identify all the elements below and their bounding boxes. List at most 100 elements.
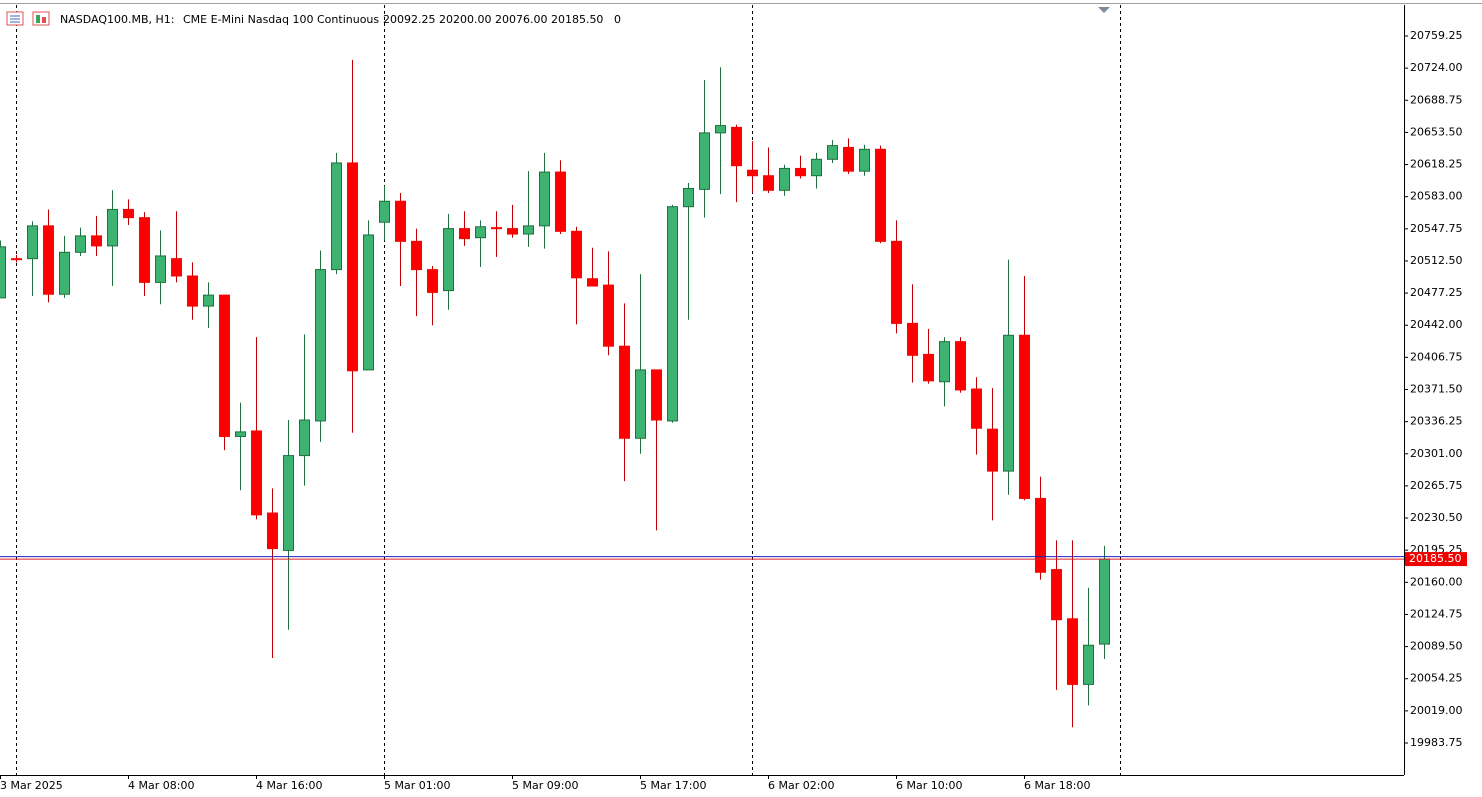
candle-body [203, 294, 214, 307]
candle-body [75, 235, 86, 253]
candle-body [187, 275, 198, 307]
candle-body [907, 322, 918, 356]
y-tick-label: 20512.50 [1410, 254, 1463, 267]
y-tick-label: 20371.50 [1410, 382, 1463, 395]
y-tick-label: 20442.00 [1410, 318, 1463, 331]
y-tick-label: 20301.00 [1410, 447, 1463, 460]
candle-body [43, 225, 54, 295]
candle-body [987, 428, 998, 472]
y-tick-label: 20054.25 [1410, 672, 1463, 685]
candles [0, 59, 1110, 728]
candle-body [59, 251, 70, 295]
candle-body [251, 430, 262, 516]
candle-body [1067, 618, 1078, 685]
candle-body [891, 240, 902, 324]
symbol: NASDAQ100.MB, H1: [60, 13, 175, 26]
candle-body [379, 200, 390, 223]
candle-body [827, 145, 838, 160]
candle-body [283, 455, 294, 551]
x-tick-label: 5 Mar 01:00 [384, 779, 450, 792]
x-tick-label: 4 Mar 16:00 [256, 779, 322, 792]
candle-body [347, 162, 358, 372]
candle-body [603, 284, 614, 347]
candle-body [1051, 569, 1062, 621]
candle-body [523, 225, 534, 235]
candle-body [571, 230, 582, 279]
candle-body [395, 200, 406, 242]
x-tick-label: 6 Mar 18:00 [1024, 779, 1090, 792]
y-tick-label: 20688.75 [1410, 93, 1463, 106]
candle-body [27, 225, 38, 260]
candle-body [539, 171, 550, 227]
candle-body [555, 171, 566, 232]
candle-body [507, 228, 518, 235]
candle-body [955, 341, 966, 391]
candle-body [923, 353, 934, 382]
candle-body [635, 369, 646, 439]
y-tick-label: 20724.00 [1410, 61, 1463, 74]
volume: 0 [614, 13, 621, 26]
candle-body [1003, 334, 1014, 472]
candle-body [1035, 497, 1046, 573]
y-tick-label: 20124.75 [1410, 607, 1463, 620]
candle-body [363, 234, 374, 371]
candle-body [1019, 334, 1030, 499]
candle-body [331, 162, 342, 271]
candle-body [171, 258, 182, 277]
candle-body [587, 278, 598, 287]
y-tick-label: 20230.50 [1410, 511, 1463, 524]
x-tick-label: 5 Mar 17:00 [640, 779, 706, 792]
y-tick-label: 19983.75 [1410, 736, 1463, 749]
icon [32, 11, 50, 26]
x-tick-label: 6 Mar 10:00 [896, 779, 962, 792]
candle-body [123, 208, 134, 219]
candle-body [315, 269, 326, 422]
candle-body [811, 158, 822, 177]
y-tick-label: 20019.00 [1410, 704, 1463, 717]
description: CME E-Mini Nasdaq 100 Continuous [183, 13, 379, 26]
candle-body [619, 345, 630, 439]
y-tick-label: 20089.50 [1410, 640, 1463, 653]
candle-body [667, 206, 678, 422]
y-tick-label: 20406.75 [1410, 350, 1463, 363]
y-tick-label: 20477.25 [1410, 286, 1463, 299]
y-tick-label: 20547.75 [1410, 222, 1463, 235]
candle-body [0, 246, 6, 299]
icon-bar [42, 17, 46, 23]
shift-marker [1098, 7, 1110, 13]
x-tick-label: 6 Mar 02:00 [768, 779, 834, 792]
day-separators [16, 5, 1121, 775]
candle-body [459, 228, 470, 240]
candle-body [859, 148, 870, 172]
y-tick-label: 20583.00 [1410, 190, 1463, 203]
candle-body [411, 240, 422, 271]
candle-body [939, 341, 950, 383]
candle-body [491, 227, 502, 230]
candle-body [731, 126, 742, 167]
x-tick-label: 4 Mar 08:00 [128, 779, 194, 792]
candle-body [427, 269, 438, 293]
icon-bar [36, 15, 40, 23]
y-tick-label: 20653.50 [1410, 125, 1463, 138]
y-tick-label: 20759.25 [1410, 29, 1463, 42]
y-tick-label: 20265.75 [1410, 479, 1463, 492]
candle-body [651, 369, 662, 421]
x-tick-label: 3 Mar 2025 [0, 779, 63, 792]
candle-body [795, 167, 806, 177]
candle-body [875, 148, 886, 242]
candle-body [235, 431, 246, 437]
candle-body [779, 167, 790, 191]
header-icons [6, 11, 50, 26]
candle-body [763, 175, 774, 191]
candle-body [843, 146, 854, 172]
candle-body [971, 388, 982, 429]
candle-body [267, 512, 278, 550]
candle-body [443, 228, 454, 292]
x-tick-label: 5 Mar 09:00 [512, 779, 578, 792]
candle-body [11, 258, 22, 261]
last-price-box [1405, 552, 1467, 567]
candle-body [219, 294, 230, 437]
candle-body [139, 217, 150, 283]
ohlc: 20092.25 20200.00 20076.00 20185.50 [383, 13, 603, 26]
